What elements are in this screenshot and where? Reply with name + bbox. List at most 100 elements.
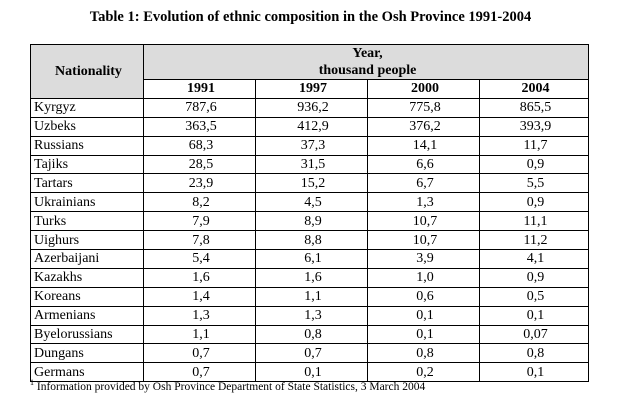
value-cell: 28,5: [143, 154, 256, 175]
value-cell: 0,1: [478, 362, 590, 383]
value-cell: 10,7: [367, 230, 480, 251]
value-cell: 1,1: [255, 286, 368, 307]
nationality-cell: Kazakhs: [30, 267, 144, 288]
table-body: Kyrgyz 787,6 936,2 775,8 865,5 Uzbeks 363,5 412…: [30, 97, 590, 383]
footnote-text: Information provided by Osh Province Dep…: [36, 381, 426, 393]
nationality-cell: Byelorussians: [30, 324, 144, 345]
value-cell: 8,8: [255, 230, 368, 251]
nationality-cell: Kyrgyz: [30, 97, 144, 118]
value-cell: 936,2: [255, 97, 368, 118]
nationality-cell: Tartars: [30, 173, 144, 194]
value-cell: 0,1: [367, 305, 480, 326]
value-cell: 0,1: [255, 362, 368, 383]
value-cell: 11,7: [478, 135, 590, 156]
year-header: 1997: [255, 79, 368, 99]
value-cell: 4,1: [478, 249, 590, 269]
value-cell: 1,6: [255, 267, 368, 288]
year-group-line1: Year,: [352, 46, 383, 61]
table-row: Tartars 23,9 15,2 6,7 5,5: [30, 173, 590, 194]
value-cell: 1,3: [367, 192, 480, 213]
value-cell: 412,9: [255, 116, 368, 137]
table-row: Kazakhs 1,6 1,6 1,0 0,9: [30, 267, 590, 288]
value-cell: 1,3: [255, 305, 368, 326]
table-row: Armenians 1,3 1,3 0,1 0,1: [30, 305, 590, 326]
value-cell: 0,2: [367, 362, 480, 383]
table-row: Ukrainians 8,2 4,5 1,3 0,9: [30, 192, 590, 213]
nationality-header: Nationality: [30, 44, 144, 99]
value-cell: 4,5: [255, 192, 368, 213]
year-header: 1991: [143, 79, 256, 99]
nationality-cell: Azerbaijani: [30, 249, 144, 269]
value-cell: 1,6: [143, 267, 256, 288]
nationality-cell: Uzbeks: [30, 116, 144, 137]
table-row: Turks 7,9 8,9 10,7 11,1: [30, 211, 590, 232]
value-cell: 8,9: [255, 211, 368, 232]
value-cell: 3,9: [367, 249, 480, 269]
value-cell: 0,5: [478, 286, 590, 307]
table-row: Germans 0,7 0,1 0,2 0,1: [30, 362, 590, 383]
value-cell: 0,7: [255, 343, 368, 364]
value-cell: 0,1: [478, 305, 590, 326]
value-cell: 31,5: [255, 154, 368, 175]
value-cell: 8,2: [143, 192, 256, 213]
value-cell: 11,2: [478, 230, 590, 251]
value-cell: 1,3: [143, 305, 256, 326]
value-cell: 15,2: [255, 173, 368, 194]
year-group-header: Year, thousand people: [142, 44, 590, 80]
value-cell: 6,6: [367, 154, 480, 175]
nationality-cell: Uighurs: [30, 230, 144, 251]
value-cell: 775,8: [367, 97, 480, 118]
value-cell: 11,1: [478, 211, 590, 232]
value-cell: 0,7: [143, 362, 256, 383]
value-cell: 10,7: [367, 211, 480, 232]
value-cell: 0,07: [478, 324, 590, 345]
nationality-cell: Turks: [30, 211, 144, 232]
value-cell: 6,7: [367, 173, 480, 194]
value-cell: 68,3: [143, 135, 256, 156]
nationality-cell: Germans: [30, 362, 144, 383]
table-row: Tajiks 28,5 31,5 6,6 0,9: [30, 154, 590, 175]
value-cell: 0,9: [478, 192, 590, 213]
value-cell: 7,9: [143, 211, 256, 232]
value-cell: 5,5: [478, 173, 590, 194]
value-cell: 23,9: [143, 173, 256, 194]
nationality-cell: Armenians: [30, 305, 144, 326]
value-cell: 0,9: [478, 154, 590, 175]
value-cell: 0,8: [255, 324, 368, 345]
value-cell: 393,9: [478, 116, 590, 137]
value-cell: 376,2: [367, 116, 480, 137]
value-cell: 363,5: [143, 116, 256, 137]
year-group-line2: thousand people: [318, 63, 417, 78]
value-cell: 7,8: [143, 230, 256, 251]
table-row: Byelorussians 1,1 0,8 0,1 0,07: [30, 324, 590, 345]
value-cell: 0,9: [478, 267, 590, 288]
table-row: Azerbaijani 5,4 6,1 3,9 4,1: [30, 249, 590, 269]
value-cell: 1,4: [143, 286, 256, 307]
value-cell: 0,6: [367, 286, 480, 307]
table-row: Uighurs 7,8 8,8 10,7 11,2: [30, 230, 590, 251]
table-row: Koreans 1,4 1,1 0,6 0,5: [30, 286, 590, 307]
value-cell: 37,3: [255, 135, 368, 156]
value-cell: 0,8: [478, 343, 590, 364]
nationality-cell: Koreans: [30, 286, 144, 307]
value-cell: 787,6: [143, 97, 256, 118]
nationality-cell: Russians: [30, 135, 144, 156]
value-cell: 865,5: [478, 97, 590, 118]
nationality-cell: Ukrainians: [30, 192, 144, 213]
table-row: Russians 68,3 37,3 14,1 11,7: [30, 135, 590, 156]
value-cell: 1,1: [143, 324, 256, 345]
value-cell: 1,0: [367, 267, 480, 288]
footnote-marker: 1: [30, 378, 34, 388]
nationality-cell: Tajiks: [30, 154, 144, 175]
value-cell: 0,8: [367, 343, 480, 364]
value-cell: 0,7: [143, 343, 256, 364]
header-row-group: Nationality Year, thousand people: [30, 44, 590, 99]
year-header: 2000: [367, 79, 480, 99]
value-cell: 14,1: [367, 135, 480, 156]
year-header: 2004: [478, 79, 590, 99]
table-row: Dungans 0,7 0,7 0,8 0,8: [30, 343, 590, 364]
value-cell: 0,1: [367, 324, 480, 345]
footnote: 1 Information provided by Osh Province D…: [30, 378, 426, 394]
table-row: Uzbeks 363,5 412,9 376,2 393,9: [30, 116, 590, 137]
nationality-cell: Dungans: [30, 343, 144, 364]
